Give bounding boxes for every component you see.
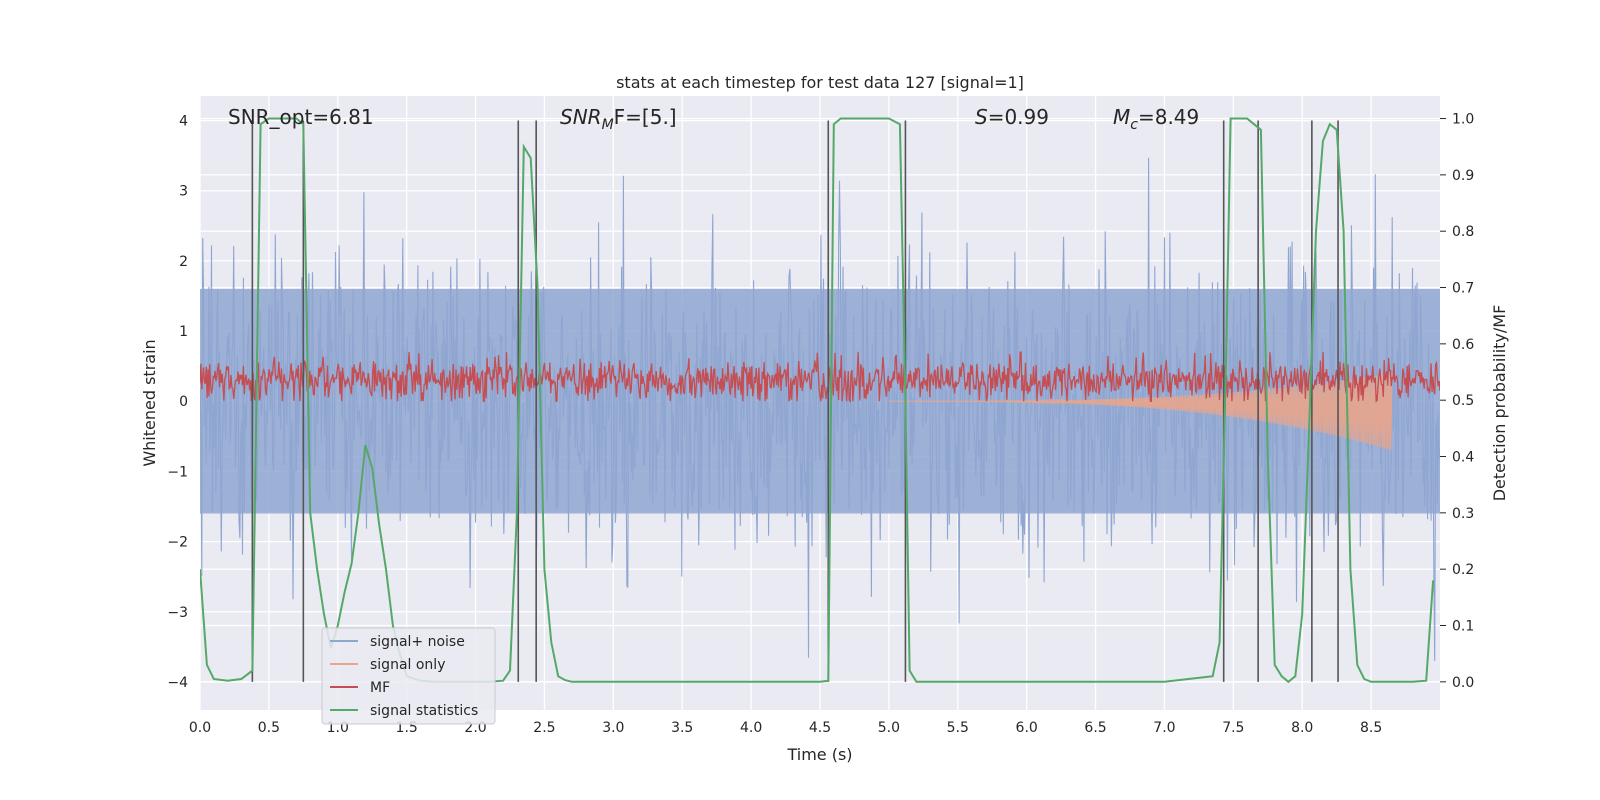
y-tick-label: 4 [179,114,188,130]
y2-tick-label: 0.3 [1452,506,1474,522]
x-tick-label: 8.0 [1291,720,1313,736]
x-tick-label: 5.0 [878,720,900,736]
annotation-snr-mf-main: SNR [560,105,602,129]
y-tick-label: −2 [167,535,188,551]
y2-tick-label: 0.7 [1452,281,1474,297]
x-tick-label: 2.5 [533,720,555,736]
plot-area [200,117,1440,684]
y2-tick-label: 0.2 [1452,562,1474,578]
annotation-s: S=0.99 [975,105,1049,129]
mf-series [200,351,1440,404]
y-tick-label: 3 [179,184,188,200]
annotation-mc-rest: =8.49 [1138,105,1199,129]
x-tick-label: 7.5 [1222,720,1244,736]
x-tick-label: 0.0 [189,720,211,736]
x-tick-label: 6.5 [1084,720,1106,736]
y2-axis-label: Detection probability/MF [1490,305,1509,502]
x-tick-label: 7.0 [1153,720,1175,736]
annotation-snr-mf: SNRMF=[5.] [560,105,677,133]
annotation-snr-opt: SNR_opt=6.81 [228,105,374,129]
y-tick-label: −3 [167,605,188,621]
x-axis-ticks: 0.0 0.5 1.0 1.5 2.0 2.5 3.0 3.5 4.0 4.5 5.0 5.5 6.0 6… [189,720,1382,736]
y-tick-label: 0 [179,394,188,410]
y2-tick-label: 0.9 [1452,168,1474,184]
y2-axis-ticks: 1.0 0.9 0.8 0.7 0.6 0.5 0.4 0.3 0.2 0.1 0.0 [1440,112,1474,691]
y-tick-label: −1 [167,464,188,480]
annotation-mc-sub: c [1130,117,1138,133]
y-tick-label: 2 [179,254,188,270]
mf-line [200,351,1440,404]
y2-tick-label: 0.8 [1452,224,1474,240]
y2-tick-label: 0.6 [1452,337,1474,353]
legend-box [321,627,496,725]
y-axis-ticks: 4 3 2 1 0 −1 −2 −3 −4 [167,114,188,691]
annotation-snr-mf-rest: F=[5.] [614,105,677,129]
legend: signal+ noise signal only MF signal stat… [321,627,496,725]
x-tick-label: 3.5 [671,720,693,736]
x-tick-label: 4.0 [740,720,762,736]
noise-line [200,157,1440,661]
y2-tick-label: 0.5 [1452,393,1474,409]
x-tick-label: 8.5 [1360,720,1382,736]
x-tick-label: 6.0 [1016,720,1038,736]
annotation-mc-main: M [1113,105,1130,129]
x-tick-label: 3.0 [602,720,624,736]
y-tick-label: 1 [179,324,188,340]
y-axis-label: Whitened strain [140,339,159,466]
x-axis-label: Time (s) [786,745,852,764]
legend-label-signal-statistics: signal statistics [370,703,478,719]
y2-tick-label: 0.0 [1452,675,1474,691]
chart-title: stats at each timestep for test data 127… [616,73,1024,92]
y2-tick-label: 0.4 [1452,450,1474,466]
y-tick-label: −4 [167,675,188,691]
legend-label-mf: MF [370,680,390,696]
annotations: SNR_opt=6.81 SNRMF=[5.] S=0.99 Mc=8.49 [228,105,1199,133]
x-tick-label: 0.5 [258,720,280,736]
annotation-snr-mf-sub: M [602,117,614,133]
legend-label-signal-only: signal only [370,657,445,673]
y2-tick-label: 1.0 [1452,112,1474,128]
annotation-s-italic: S [975,105,988,129]
annotation-mc: Mc=8.49 [1113,105,1199,133]
y2-tick-label: 0.1 [1452,619,1474,635]
x-tick-label: 4.5 [809,720,831,736]
x-tick-label: 5.5 [947,720,969,736]
annotation-s-rest: =0.99 [988,105,1049,129]
legend-label-signal-noise: signal+ noise [370,634,465,650]
